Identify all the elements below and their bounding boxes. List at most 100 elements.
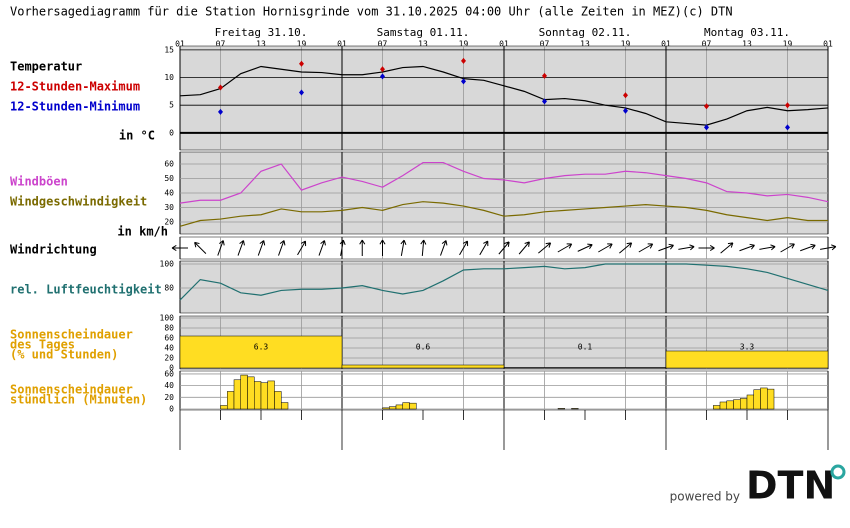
marker — [299, 89, 304, 96]
bar — [395, 404, 403, 410]
y-tick-label: 40 — [164, 344, 174, 353]
hour-label: 07 — [216, 40, 226, 49]
marker — [380, 73, 385, 80]
temp-unit: in °C — [119, 129, 155, 143]
bar — [281, 402, 289, 410]
bar — [726, 400, 734, 410]
bar — [753, 389, 761, 410]
wind-arrow — [698, 244, 715, 252]
y-tick-label: 100 — [160, 260, 175, 269]
title: Vorhersagediagramm für die Station Horni… — [10, 5, 682, 19]
legend-min: 12-Stunden-Minimum — [10, 100, 140, 114]
y-tick-label: 80 — [164, 324, 174, 333]
day-label: Montag 03.11. — [704, 26, 790, 39]
line — [179, 201, 828, 227]
day-label: Sonntag 02.11. — [539, 26, 632, 39]
wind-arrow — [278, 240, 286, 256]
wind-arrow — [379, 239, 386, 256]
logo-dot — [830, 464, 846, 480]
wind-arrow — [577, 243, 593, 252]
wind-arrow — [780, 243, 795, 253]
bar-label: 0.6 — [416, 343, 431, 352]
bar — [240, 374, 248, 410]
line — [179, 263, 829, 301]
bar — [740, 398, 748, 410]
logo: DTN — [746, 464, 835, 508]
day-label: Freitag 31.10. — [215, 26, 308, 39]
bar — [571, 408, 579, 410]
wind-arrow — [237, 240, 245, 256]
marker — [299, 60, 304, 67]
bar — [267, 380, 275, 410]
bar — [233, 379, 241, 410]
legend-max: 12-Stunden-Maximum — [10, 80, 140, 94]
wind-arrow — [400, 239, 407, 256]
marker — [785, 124, 790, 131]
bar — [179, 335, 343, 369]
hour-label: 19 — [621, 40, 631, 49]
bar — [389, 406, 397, 410]
y-tick-label: 0 — [169, 405, 174, 414]
y-tick-label: 15 — [164, 45, 174, 54]
hour-label: 19 — [459, 40, 469, 49]
sun-label: Sonnenscheindauer — [10, 328, 133, 342]
bar — [382, 407, 390, 410]
bar — [402, 402, 410, 410]
bar-label: 3.3 — [740, 343, 755, 352]
hour-label: 13 — [256, 40, 266, 49]
bar — [254, 381, 262, 410]
bar — [557, 408, 565, 410]
wind-arrow — [257, 240, 266, 256]
marker — [461, 78, 466, 85]
bar — [733, 399, 741, 410]
hour-label: 19 — [297, 40, 307, 49]
hour-label: 07 — [702, 40, 712, 49]
bar — [341, 364, 505, 369]
bar — [247, 376, 255, 410]
hour-label: 01 — [175, 40, 185, 49]
powered-by: powered by — [670, 490, 740, 504]
marker — [461, 57, 466, 64]
bar-label: 0.1 — [578, 343, 593, 352]
bar — [665, 350, 829, 369]
hour-label: 01 — [499, 40, 509, 49]
hour-label: 13 — [418, 40, 428, 49]
y-tick-label: 40 — [164, 381, 174, 390]
wind-arrow — [538, 242, 552, 254]
hour-label: 19 — [783, 40, 793, 49]
wind-arrow — [459, 240, 469, 256]
y-tick-label: 100 — [160, 314, 175, 323]
y-tick-label: 60 — [164, 369, 174, 378]
marker — [704, 124, 709, 131]
wind-arrow — [440, 240, 448, 256]
y-tick-label: 20 — [164, 217, 174, 226]
bar — [220, 405, 228, 410]
bar-label: 6.3 — [254, 343, 269, 352]
wind-arrow — [820, 244, 837, 251]
bar — [274, 391, 282, 410]
wind-arrow — [800, 243, 816, 252]
temp-label: Temperatur — [10, 60, 82, 74]
line — [179, 65, 829, 126]
line — [179, 161, 829, 204]
marker — [542, 98, 547, 105]
wind-arrow — [518, 241, 530, 255]
y-tick-label: 0 — [169, 128, 174, 137]
wind-arrow — [318, 240, 326, 256]
marker — [704, 103, 709, 110]
hour-label: 13 — [580, 40, 590, 49]
copyright: (c) DTN — [682, 5, 733, 19]
wind-arrow — [638, 243, 654, 253]
wind-arrow — [598, 243, 613, 253]
hour-label: 01 — [823, 40, 833, 49]
marker — [623, 107, 628, 114]
bar — [760, 387, 768, 410]
wind-arrow — [498, 241, 510, 255]
wind-arrow — [217, 240, 225, 256]
bar — [260, 382, 268, 410]
wind-arrow — [339, 239, 346, 256]
marker — [785, 102, 790, 109]
bar — [503, 367, 667, 369]
y-tick-label: 60 — [164, 160, 174, 169]
y-tick-label: 60 — [164, 334, 174, 343]
